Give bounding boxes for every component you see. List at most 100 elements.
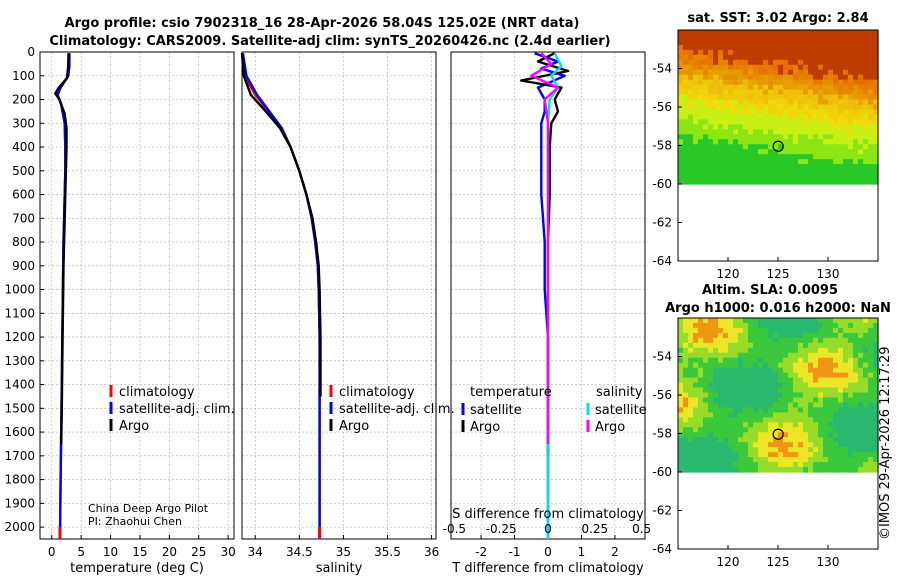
map-cell <box>798 332 804 339</box>
map-cell <box>683 462 689 468</box>
map-cell <box>758 382 764 389</box>
map-cell <box>688 387 694 394</box>
map-cell <box>688 318 694 324</box>
map-cell <box>688 154 694 160</box>
map-cell <box>868 54 874 61</box>
map-cell <box>833 124 839 130</box>
map-cell <box>683 318 689 324</box>
map-cell <box>788 387 794 394</box>
map-cell <box>708 84 714 91</box>
map-cell <box>748 387 754 394</box>
map-cell <box>713 174 719 180</box>
map-cell <box>728 44 734 51</box>
map-cell <box>828 352 834 359</box>
map-cell <box>763 462 769 468</box>
map-cell <box>793 79 799 86</box>
map-cell <box>788 99 794 106</box>
map-cell <box>793 402 799 409</box>
map-y-tick-label: -56 <box>652 100 672 114</box>
map-cell <box>828 30 834 36</box>
map-cell <box>863 149 869 155</box>
map-cell <box>813 134 819 140</box>
map-x-tick-label: 130 <box>817 555 840 569</box>
map-cell <box>788 422 794 428</box>
map-cell <box>748 442 754 448</box>
map-cell <box>838 159 844 165</box>
map-cell <box>798 74 804 81</box>
map-cell <box>738 124 744 130</box>
map-cell <box>698 59 704 66</box>
map-cell <box>853 437 859 443</box>
map-cell <box>728 327 734 334</box>
map-cell <box>728 30 734 36</box>
map-cell <box>793 44 799 51</box>
map-cell <box>778 129 784 135</box>
map-cell <box>733 402 739 409</box>
map-cell <box>803 392 809 399</box>
map-cell <box>703 402 709 409</box>
map-cell <box>688 432 694 438</box>
map-cell <box>768 114 774 121</box>
map-cell <box>733 44 739 51</box>
map-cell <box>713 322 719 329</box>
map-cell <box>718 84 724 91</box>
map-cell <box>758 114 764 121</box>
map-cell <box>873 74 879 81</box>
map-cell <box>813 159 819 165</box>
map-cell <box>768 149 774 155</box>
map-cell <box>763 397 769 404</box>
map-cell <box>813 164 819 170</box>
map-cell <box>828 129 834 135</box>
map-cell <box>703 164 709 170</box>
map-cell <box>853 327 859 334</box>
map-cell <box>698 322 704 329</box>
map-cell <box>848 134 854 140</box>
map-cell <box>708 69 714 76</box>
map-cell <box>748 347 754 354</box>
map-cell <box>678 318 684 324</box>
map-cell <box>863 109 869 116</box>
map-cell <box>868 318 874 324</box>
map-cell <box>808 377 814 384</box>
map-cell <box>718 332 724 339</box>
map-cell <box>813 30 819 36</box>
map-cell <box>748 179 754 185</box>
map-cell <box>863 397 869 404</box>
map-cell <box>788 134 794 140</box>
map-cell <box>728 387 734 394</box>
map-cell <box>823 367 829 374</box>
map-cell <box>838 347 844 354</box>
map-cell <box>833 164 839 170</box>
map-cell <box>688 99 694 106</box>
map-cell <box>793 94 799 101</box>
map-cell <box>718 64 724 71</box>
map-cell <box>833 342 839 349</box>
map-cell <box>678 79 684 86</box>
salinity-panel: 34 34.5 35 35.5 36salinityclimatologysatelli… <box>240 51 455 576</box>
map-cell <box>728 318 734 324</box>
map-cell <box>783 69 789 76</box>
map-cell <box>758 129 764 135</box>
map-cell <box>698 347 704 354</box>
map-cell <box>838 64 844 71</box>
map-cell <box>773 59 779 66</box>
map-cell <box>713 407 719 413</box>
map-cell <box>858 114 864 121</box>
map-cell <box>728 432 734 438</box>
map-cell <box>858 452 864 458</box>
map-cell <box>763 174 769 180</box>
map-cell <box>843 139 849 145</box>
map-cell <box>818 179 824 185</box>
map-cell <box>768 437 774 443</box>
map-cell <box>753 352 759 359</box>
map-cell <box>828 69 834 76</box>
map-cell <box>848 174 854 180</box>
map-cell <box>858 382 864 389</box>
map-cell <box>828 357 834 364</box>
map-cell <box>833 382 839 389</box>
map-cell <box>728 69 734 76</box>
map-cell <box>763 407 769 413</box>
map-cell <box>748 49 754 56</box>
map-cell <box>748 34 754 41</box>
map-cell <box>783 94 789 101</box>
